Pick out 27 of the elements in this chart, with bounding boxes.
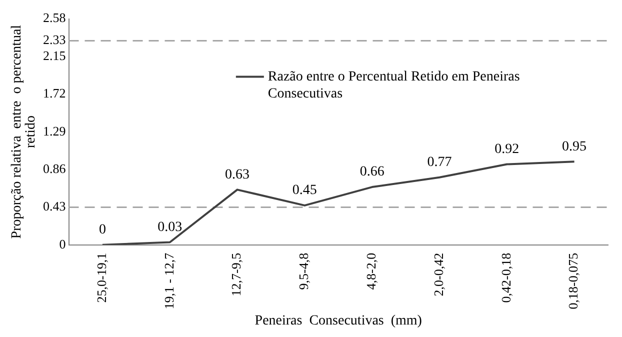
data-label: 0.66 [360,164,384,180]
data-label: 0.95 [562,139,587,154]
y-tick-label: 0 [59,236,66,252]
x-tick-label: 0,18-0,075 [566,252,581,310]
x-tick-label: 9,5-4,8 [296,252,312,290]
x-tick-label: 25,0-19,1 [94,252,109,303]
y-axis-title: Proporção relativa entre o percentual retido [10,24,39,239]
x-tick-label: 0,42-0,18 [498,252,514,303]
x-tick-label: 4,8-2,0 [364,252,378,290]
x-tick-label: 12,7-9,5 [228,252,244,296]
legend-label: Razão entre o Percentual Retido em Peneiras Consecutivas [268,69,520,102]
y-tick-label: 2.58 [43,10,66,26]
y-tick-label: 1.72 [43,86,66,101]
data-label: 0.45 [292,183,317,198]
data-label: 0.03 [158,220,182,235]
data-label: 0 [98,222,106,238]
y-tick-label: 0.86 [43,160,66,176]
x-axis-title: Peneiras Consecutivas (mm) [254,313,422,328]
data-label: 0.92 [494,142,520,157]
data-label: 0.63 [225,167,250,182]
y-tick-label: 1.29 [43,123,66,138]
y-tick-label: 2.33 [43,32,66,48]
y-tick-label: 2.15 [43,48,66,63]
data-label: 0.77 [427,155,452,170]
x-tick-label: 2,0-0,42 [430,252,446,296]
y-tick-label: 0.43 [43,198,66,214]
x-tick-label: 19,1 - 12,7 [161,252,176,310]
